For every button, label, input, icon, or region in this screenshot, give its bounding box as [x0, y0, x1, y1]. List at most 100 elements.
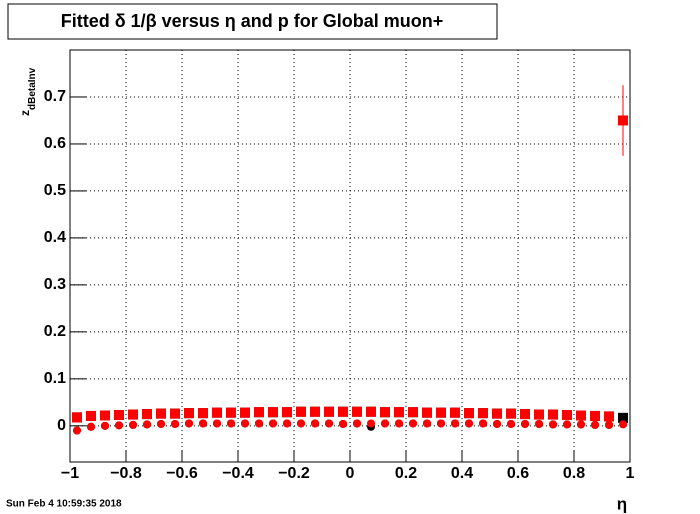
- marker-square: [212, 407, 222, 418]
- marker-circle: [213, 419, 221, 428]
- x-tick-label: 0: [346, 465, 355, 482]
- y-tick-label: 0.6: [44, 135, 66, 152]
- marker-square: [114, 410, 124, 421]
- y-tick-label: 0.7: [44, 88, 66, 105]
- marker-square: [436, 407, 446, 418]
- marker-circle: [73, 426, 81, 435]
- marker-circle: [353, 419, 361, 428]
- x-tick-label: −0.6: [166, 465, 198, 482]
- marker-square: [450, 407, 460, 418]
- marker-circle: [297, 419, 305, 428]
- marker-circle: [409, 419, 417, 428]
- marker-square: [310, 406, 320, 417]
- marker-circle: [101, 421, 109, 430]
- marker-circle: [465, 419, 473, 428]
- marker-circle: [381, 419, 389, 428]
- marker-circle: [283, 419, 291, 428]
- marker-square: [618, 115, 628, 126]
- marker-square: [422, 407, 432, 418]
- marker-square: [534, 409, 544, 420]
- marker-square: [142, 409, 152, 420]
- marker-square: [394, 407, 404, 418]
- marker-circle: [423, 419, 431, 428]
- title-box: [7, 3, 498, 40]
- marker-circle: [171, 419, 179, 428]
- marker-square: [562, 410, 572, 421]
- marker-square: [576, 410, 586, 421]
- x-tick-label: 1: [626, 465, 635, 482]
- x-tick-label: −1: [61, 465, 79, 482]
- marker-circle: [269, 419, 277, 428]
- y-tick-label: 0.3: [44, 276, 66, 293]
- marker-square: [226, 407, 236, 418]
- marker-square: [128, 409, 138, 420]
- x-tick-label: 0.6: [507, 465, 529, 482]
- marker-circle: [563, 420, 571, 429]
- marker-square: [170, 408, 180, 419]
- marker-square: [184, 408, 194, 419]
- marker-square: [72, 412, 82, 423]
- marker-circle: [591, 420, 599, 429]
- y-tick-label: 0.1: [44, 370, 66, 387]
- marker-circle: [507, 419, 515, 428]
- marker-circle: [241, 419, 249, 428]
- y-axis-label: zdBetaInv: [18, 67, 37, 116]
- marker-circle: [157, 419, 165, 428]
- x-axis-label: η: [617, 494, 627, 513]
- marker-square: [282, 407, 292, 418]
- marker-circle: [325, 419, 333, 428]
- marker-circle: [339, 419, 347, 428]
- marker-square: [100, 410, 110, 421]
- marker-circle: [479, 419, 487, 428]
- marker-circle: [395, 419, 403, 428]
- x-tick-label: −0.4: [222, 465, 254, 482]
- marker-square: [156, 408, 166, 419]
- marker-circle: [535, 419, 543, 428]
- marker-square: [338, 406, 348, 417]
- marker-square: [240, 407, 250, 418]
- marker-square: [324, 406, 334, 417]
- marker-square: [380, 407, 390, 418]
- marker-square: [548, 409, 558, 420]
- chart-title: Fitted δ 1/β versus η and p for Global m…: [61, 11, 443, 31]
- marker-circle: [549, 420, 557, 429]
- marker-square: [590, 410, 600, 421]
- marker-square: [478, 408, 488, 419]
- y-label-main: z: [18, 110, 32, 116]
- marker-circle: [605, 420, 613, 429]
- x-tick-label: 0.4: [451, 465, 473, 482]
- x-tick-label: 0.2: [395, 465, 417, 482]
- marker-square: [464, 408, 474, 419]
- marker-circle: [311, 419, 319, 428]
- marker-circle: [493, 419, 501, 428]
- marker-circle: [185, 419, 193, 428]
- marker-square: [604, 411, 614, 422]
- y-tick-label: 0: [57, 417, 66, 434]
- marker-circle: [367, 419, 375, 428]
- marker-square: [296, 406, 306, 417]
- marker-square: [254, 407, 264, 418]
- y-tick-label: 0.4: [44, 229, 66, 246]
- marker-square: [86, 410, 96, 421]
- marker-square: [492, 408, 502, 419]
- timestamp: Sun Feb 4 10:59:35 2018: [6, 499, 122, 510]
- marker-square: [352, 406, 362, 417]
- marker-square: [520, 409, 530, 420]
- marker-circle: [143, 420, 151, 429]
- marker-circle: [577, 420, 585, 429]
- y-tick-label: 0.2: [44, 323, 66, 340]
- marker-circle: [227, 419, 235, 428]
- marker-square: [506, 408, 516, 419]
- x-tick-label: −0.2: [278, 465, 310, 482]
- marker-circle: [451, 419, 459, 428]
- marker-circle: [521, 419, 529, 428]
- marker-square: [408, 407, 418, 418]
- y-tick-label: 0.5: [44, 182, 66, 199]
- x-tick-label: 0.8: [563, 465, 585, 482]
- marker-square: [366, 406, 376, 417]
- marker-circle: [199, 419, 207, 428]
- marker-square: [268, 407, 278, 418]
- x-tick-label: −0.8: [110, 465, 142, 482]
- marker-square: [198, 408, 208, 419]
